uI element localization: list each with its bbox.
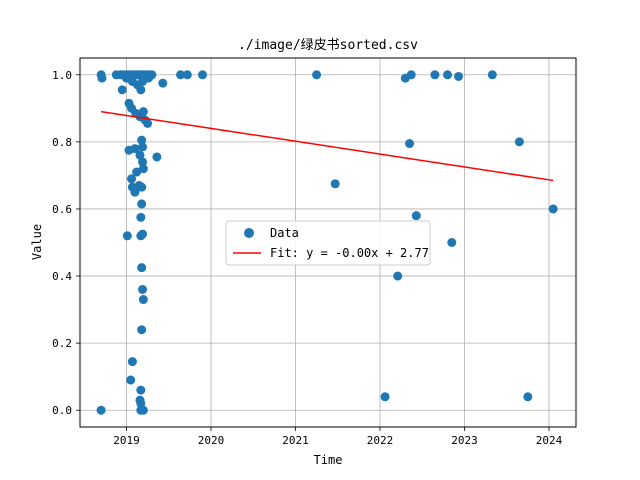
data-point [158,78,168,88]
data-point [198,70,208,80]
data-point [514,137,524,147]
x-axis: 2019 2020 2021 2022 2023 2024 [113,427,563,447]
data-point [136,212,146,222]
data-point [138,164,148,174]
data-point [138,295,148,305]
legend-box [225,220,431,266]
data-point [138,107,148,117]
y-axis: 0.0 0.2 0.4 0.6 0.8 1.0 [52,69,80,417]
data-point [447,238,457,247]
data-point [430,70,440,80]
x-tick-label: 2019 [113,434,140,447]
y-tick-label: 1.0 [52,69,72,82]
data-point [176,70,186,80]
data-point [443,70,453,80]
data-point [127,174,137,184]
data-point [130,144,140,154]
data-point [143,118,153,128]
data-point [454,71,464,81]
y-axis-label: Value [30,224,44,260]
data-point [406,70,416,80]
data-point [152,152,162,162]
legend-marker-data [244,228,254,238]
x-tick-label: 2021 [282,434,309,447]
data-point [138,284,148,294]
data-point [138,229,148,239]
data-point [127,357,137,367]
data-point [548,204,558,214]
y-tick-label: 0.2 [52,337,72,350]
data-point [405,139,415,149]
legend: Data Fit: y = -0.00x + 2.77 [225,220,431,266]
legend-label-fit: Fit: y = -0.00x + 2.77 [270,246,429,260]
data-point [137,263,147,273]
data-point [137,182,147,192]
data-point [523,392,533,402]
data-point [136,85,146,95]
x-tick-label: 2024 [536,434,563,447]
plot-frame [79,57,577,428]
data-point [380,392,390,402]
y-tick-label: 0.4 [52,270,72,283]
x-tick-label: 2020 [198,434,225,447]
data-point [96,405,106,415]
y-tick-label: 0.8 [52,136,72,149]
fit-line [101,110,554,182]
data-point [312,70,322,80]
fit-line-layer [101,110,554,182]
data-point [138,142,148,152]
data-point [138,405,148,415]
data-point [411,211,421,221]
legend-label-data: Data [270,226,299,240]
data-point [137,199,147,209]
data-point [138,157,148,167]
y-tick-label: 0.6 [52,203,72,216]
data-point [487,70,497,80]
data-point [97,73,107,83]
data-point [136,385,146,395]
data-point [117,85,127,95]
x-axis-label: Time [314,453,343,467]
data-point [126,375,136,385]
chart-title: ./image/绿皮书sorted.csv [238,38,418,53]
data-point [143,73,153,83]
x-tick-label: 2022 [367,434,394,447]
data-points [96,70,558,415]
data-point [393,271,403,281]
data-point [122,231,132,241]
data-point [330,179,340,189]
data-point [137,135,147,145]
x-tick-label: 2023 [451,434,478,447]
data-point [182,70,192,80]
data-point [130,187,140,197]
y-tick-label: 0.0 [52,404,72,417]
data-point [137,325,147,335]
data-point [132,167,142,177]
